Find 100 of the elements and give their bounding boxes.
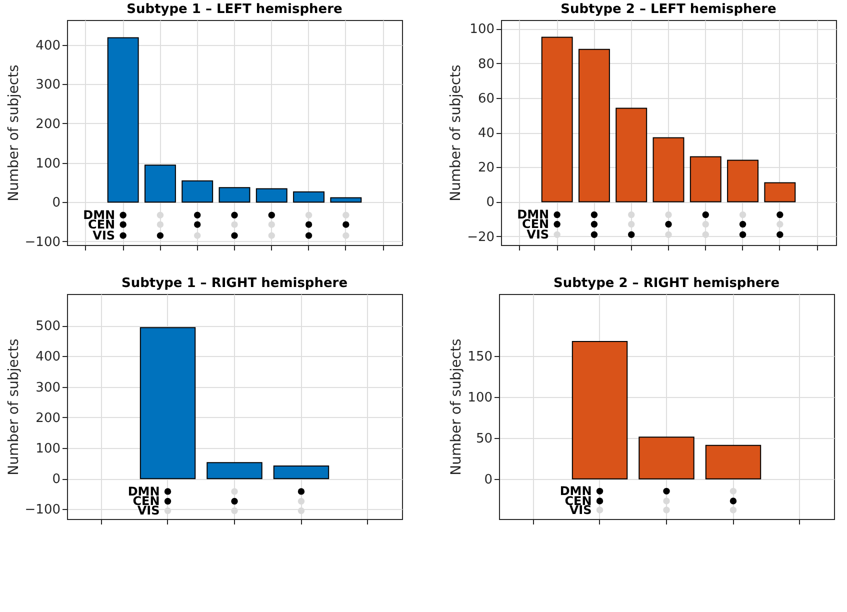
point — [342, 232, 350, 239]
chart-title: Subtype 2 – LEFT hemisphere — [560, 2, 777, 17]
y-tick-label: 200 — [36, 410, 60, 426]
y-tick-label: 500 — [36, 319, 60, 334]
point — [628, 211, 635, 218]
point — [268, 232, 275, 239]
point — [590, 231, 598, 238]
point — [628, 231, 635, 238]
bar — [638, 436, 694, 480]
point — [739, 220, 746, 228]
point — [298, 488, 305, 495]
point — [305, 232, 312, 239]
point — [231, 221, 238, 228]
y-tick-label: 0 — [52, 472, 60, 488]
chart-title: Subtype 2 – RIGHT hemisphere — [553, 276, 780, 291]
point — [231, 212, 238, 218]
bar — [256, 188, 288, 203]
point — [596, 506, 604, 514]
y-tick-label: −100 — [24, 234, 60, 250]
bar — [273, 466, 330, 480]
point — [663, 506, 670, 514]
point — [120, 232, 126, 239]
point — [268, 212, 275, 218]
bar — [206, 462, 262, 480]
point — [194, 221, 201, 228]
chart-title: Subtype 1 – LEFT hemisphere — [126, 2, 343, 17]
bar — [541, 36, 573, 202]
point — [156, 232, 164, 239]
point — [231, 232, 238, 239]
series-label: VIS — [92, 228, 116, 243]
y-axis-title: Number of subjects — [448, 64, 464, 202]
y-tick-label: 40 — [478, 126, 494, 141]
y-tick-label: 400 — [36, 38, 60, 54]
bar — [578, 48, 610, 202]
point — [776, 220, 784, 228]
point — [665, 211, 672, 218]
y-tick-label: 100 — [468, 390, 492, 406]
bar — [616, 108, 648, 202]
bar — [690, 156, 722, 202]
point — [231, 507, 238, 514]
point — [120, 221, 126, 228]
series-label: VIS — [526, 228, 550, 242]
point — [231, 498, 238, 505]
bar — [140, 327, 196, 480]
point — [596, 498, 604, 504]
y-tick-label: −100 — [24, 502, 60, 518]
point — [156, 212, 164, 218]
point — [776, 211, 784, 218]
point — [194, 232, 201, 239]
point — [730, 498, 737, 504]
y-tick-label: 0 — [52, 196, 60, 211]
point — [590, 220, 598, 228]
point — [164, 488, 172, 495]
y-axis-title: Number of subjects — [448, 338, 465, 476]
bar — [107, 37, 139, 203]
bar — [182, 180, 214, 203]
y-axis-title: Number of subjects — [6, 338, 22, 476]
point — [702, 231, 709, 238]
y-tick-label: 100 — [36, 441, 60, 456]
bar — [652, 137, 684, 202]
point — [665, 220, 672, 228]
point — [342, 212, 350, 218]
y-tick-label: 150 — [468, 350, 492, 365]
y-tick-label: 60 — [478, 91, 494, 106]
point — [268, 221, 275, 228]
y-tick-label: −20 — [467, 230, 494, 245]
point — [665, 231, 672, 238]
bar — [293, 191, 325, 203]
point — [628, 220, 635, 228]
point — [663, 488, 670, 495]
point — [305, 212, 312, 218]
y-tick-label: 0 — [484, 472, 492, 488]
point — [298, 507, 305, 514]
y-axis-title: Number of subjects — [6, 64, 22, 202]
y-tick-label: 0 — [486, 195, 494, 210]
bar — [144, 164, 176, 203]
point — [120, 212, 126, 218]
y-tick-label: 80 — [478, 56, 494, 72]
point — [164, 507, 172, 514]
point — [596, 488, 604, 495]
chart-title: Subtype 1 – RIGHT hemisphere — [121, 276, 348, 291]
bar — [218, 187, 250, 203]
bar — [727, 160, 759, 202]
point — [702, 211, 709, 218]
point — [305, 221, 312, 228]
point — [194, 212, 201, 218]
bar — [764, 182, 796, 202]
y-tick-label: 20 — [478, 160, 494, 176]
bar — [572, 340, 628, 480]
y-tick-label: 400 — [36, 350, 60, 365]
y-tick-label: 50 — [476, 432, 492, 446]
point — [776, 231, 784, 238]
y-tick-label: 300 — [36, 380, 60, 396]
y-tick-label: 300 — [36, 78, 60, 93]
point — [739, 231, 746, 238]
y-tick-label: 200 — [36, 116, 60, 132]
y-tick-label: 100 — [36, 156, 60, 172]
bar — [330, 197, 362, 203]
point — [164, 498, 172, 505]
point — [554, 220, 560, 228]
